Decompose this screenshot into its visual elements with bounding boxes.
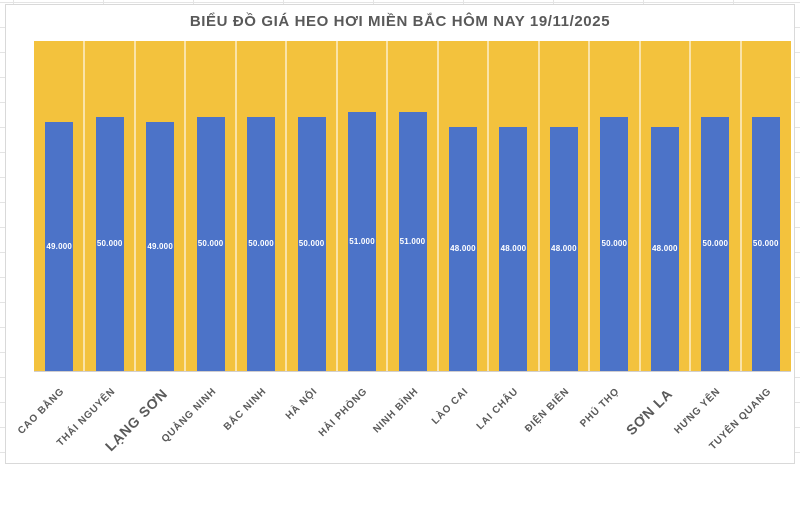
- spreadsheet-gridline: [0, 452, 5, 453]
- bar: [650, 127, 679, 371]
- bar: [247, 117, 276, 371]
- spreadsheet-gridline: [795, 277, 800, 278]
- bar: [499, 127, 528, 371]
- spreadsheet-gridline: [0, 77, 5, 78]
- spreadsheet-gridline: [13, 0, 14, 4]
- spreadsheet-gridline: [0, 252, 5, 253]
- plot-gridline: [487, 41, 490, 371]
- plot-gridline: [689, 41, 692, 371]
- spreadsheet-gridline: [0, 352, 5, 353]
- plot-gridline: [184, 41, 187, 371]
- bar: [701, 117, 730, 371]
- bar: [196, 117, 225, 371]
- bar: [95, 117, 124, 371]
- plot-gridline: [83, 41, 86, 371]
- bar: [45, 122, 74, 371]
- bar-value-label: 51.000: [399, 236, 426, 246]
- spreadsheet-gridline: [795, 27, 800, 28]
- spreadsheet-gridline: [0, 27, 5, 28]
- plot-gridline: [335, 41, 338, 371]
- bar: [751, 117, 780, 371]
- bar-value-label: 50.000: [197, 239, 224, 248]
- spreadsheet-gridline: [373, 0, 374, 4]
- spreadsheet-gridline: [795, 202, 800, 203]
- spreadsheet-gridline: [0, 202, 5, 203]
- spreadsheet-gridline: [795, 452, 800, 453]
- bar-value-label: 50.000: [96, 239, 123, 248]
- spreadsheet-gridline: [0, 2, 800, 3]
- spreadsheet-gridline: [795, 227, 800, 228]
- bar-value-label: 50.000: [702, 239, 729, 248]
- plot-gridline: [234, 41, 237, 371]
- spreadsheet-background: { "chart_data": { "type": "bar", "title"…: [0, 0, 800, 464]
- plot-gridline: [386, 41, 389, 371]
- spreadsheet-gridline: [795, 77, 800, 78]
- spreadsheet-gridline: [103, 0, 104, 4]
- spreadsheet-gridline: [795, 377, 800, 378]
- spreadsheet-gridline: [795, 102, 800, 103]
- bar: [398, 112, 427, 371]
- spreadsheet-gridline: [795, 327, 800, 328]
- spreadsheet-gridline: [0, 327, 5, 328]
- spreadsheet-gridline: [0, 127, 5, 128]
- bar-value-label: 50.000: [248, 239, 274, 248]
- chart-title: BIỂU ĐỒ GIÁ HEO HƠI MIỀN BẮC HÔM NAY 19/…: [189, 13, 611, 30]
- bar-value-label: 50.000: [752, 239, 779, 248]
- bar-value-label: 51.000: [349, 236, 375, 246]
- spreadsheet-gridline: [0, 277, 5, 278]
- bar-value-label: 48.000: [500, 244, 527, 253]
- spreadsheet-gridline: [795, 52, 800, 53]
- spreadsheet-gridline: [0, 402, 5, 403]
- spreadsheet-gridline: [553, 0, 554, 4]
- plot-gridline: [537, 41, 540, 371]
- bar-value-label: 49.000: [147, 241, 173, 251]
- spreadsheet-gridline: [0, 177, 5, 178]
- bar: [348, 112, 377, 371]
- spreadsheet-gridline: [0, 52, 5, 53]
- spreadsheet-gridline: [193, 0, 194, 4]
- bar-value-label: 48.000: [450, 244, 476, 253]
- spreadsheet-gridline: [795, 127, 800, 128]
- bar-value-label: 48.000: [651, 244, 678, 253]
- plot-gridline: [739, 41, 742, 371]
- bar: [146, 122, 175, 371]
- plot-gridline: [638, 41, 641, 371]
- spreadsheet-gridline: [795, 402, 800, 403]
- spreadsheet-gridline: [795, 152, 800, 153]
- spreadsheet-gridline: [283, 0, 284, 4]
- spreadsheet-gridline: [0, 302, 5, 303]
- plot-gridline: [436, 41, 439, 371]
- spreadsheet-gridline: [795, 302, 800, 303]
- spreadsheet-gridline: [463, 0, 464, 4]
- plot-area: 49.000 50.000 49.000 50.000 50.000 50.000 51.0…: [34, 41, 791, 372]
- plot-gridline: [133, 41, 136, 371]
- spreadsheet-gridline: [0, 427, 5, 428]
- bar: [448, 127, 477, 371]
- bar-value-label: 50.000: [601, 239, 628, 248]
- spreadsheet-gridline: [0, 102, 5, 103]
- plot-gridline: [285, 41, 288, 371]
- bar: [297, 117, 326, 371]
- bar: [549, 127, 578, 371]
- spreadsheet-gridline: [795, 352, 800, 353]
- bar: [600, 117, 629, 371]
- bar-value-label: 50.000: [298, 239, 325, 248]
- bar-value-label: 49.000: [46, 241, 73, 251]
- spreadsheet-gridline: [0, 227, 5, 228]
- plot-gridline: [588, 41, 591, 371]
- chart-object[interactable]: BIỂU ĐỒ GIÁ HEO HƠI MIỀN BẮC HÔM NAY 19/…: [5, 4, 795, 464]
- spreadsheet-gridline: [643, 0, 644, 4]
- spreadsheet-gridline: [795, 427, 800, 428]
- spreadsheet-gridline: [0, 377, 5, 378]
- spreadsheet-gridline: [795, 252, 800, 253]
- spreadsheet-gridline: [795, 177, 800, 178]
- bar-value-label: 48.000: [551, 244, 577, 253]
- spreadsheet-gridline: [733, 0, 734, 4]
- spreadsheet-gridline: [0, 152, 5, 153]
